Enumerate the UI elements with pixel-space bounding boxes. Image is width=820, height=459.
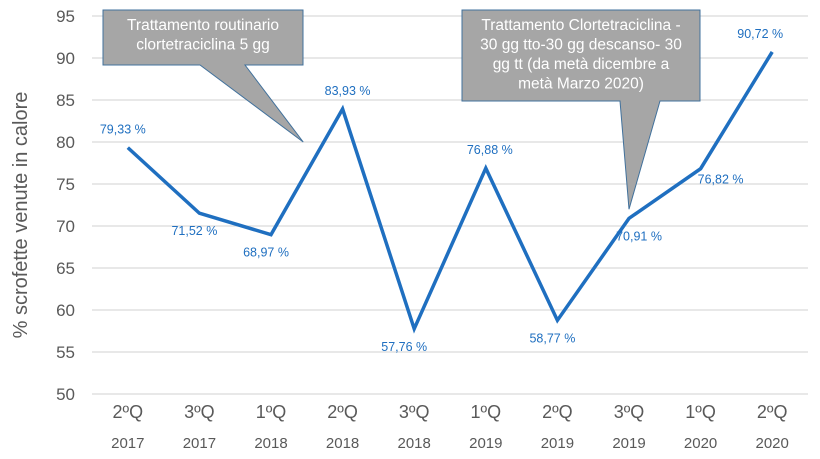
y-tick-label: 65 bbox=[56, 259, 75, 278]
x-tick-quarter: 1ºQ bbox=[471, 402, 502, 422]
callout-shape bbox=[102, 9, 304, 143]
callout-text: clortetraciclina 5 gg bbox=[136, 37, 270, 54]
callout-text: metà Marzo 2020) bbox=[518, 76, 644, 93]
y-tick-label: 75 bbox=[56, 175, 75, 194]
x-tick-year: 2019 bbox=[612, 435, 645, 452]
x-tick-quarter: 2ºQ bbox=[113, 402, 144, 422]
y-tick-label: 55 bbox=[56, 343, 75, 362]
y-tick-label: 95 bbox=[56, 7, 75, 26]
data-label: 76,88 % bbox=[467, 143, 513, 157]
x-tick-quarter: 3ºQ bbox=[399, 402, 430, 422]
y-tick-label: 80 bbox=[56, 133, 75, 152]
x-tick-quarter: 2ºQ bbox=[542, 402, 573, 422]
y-tick-label: 60 bbox=[56, 301, 75, 320]
callout-text: Trattamento Clortetraciclina - bbox=[481, 17, 680, 34]
callout-text: Trattamento routinario bbox=[127, 17, 279, 34]
x-tick-year: 2020 bbox=[756, 435, 789, 452]
data-label: 90,72 % bbox=[737, 27, 783, 41]
x-tick-year: 2018 bbox=[398, 435, 431, 452]
x-tick-quarter: 2ºQ bbox=[757, 402, 788, 422]
callout-text: gg tt (da metà dicembre a bbox=[493, 56, 670, 73]
x-tick-year: 2018 bbox=[326, 435, 359, 452]
data-label: 68,97 % bbox=[243, 246, 289, 260]
callout-text: 30 gg tto-30 gg descanso- 30 bbox=[480, 37, 682, 54]
data-label: 71,52 % bbox=[171, 224, 217, 238]
x-tick-quarter: 3ºQ bbox=[614, 402, 645, 422]
x-tick-quarter: 1ºQ bbox=[685, 402, 716, 422]
data-label: 76,82 % bbox=[698, 173, 744, 187]
x-tick-year: 2018 bbox=[254, 435, 287, 452]
x-tick-year: 2019 bbox=[541, 435, 574, 452]
x-tick-quarter: 2ºQ bbox=[327, 402, 358, 422]
annotation-callout: Trattamento Clortetraciclina - 30 gg tto-… bbox=[461, 9, 701, 210]
series-line bbox=[126, 51, 774, 334]
x-tick-quarter: 3ºQ bbox=[184, 402, 215, 422]
x-tick-year: 2019 bbox=[469, 435, 502, 452]
y-tick-label: 90 bbox=[56, 49, 75, 68]
y-axis-label: % scrofette venute in calore bbox=[10, 92, 32, 339]
annotation-callout: Trattamento routinario clortetraciclina 5… bbox=[102, 9, 304, 143]
y-tick-label: 85 bbox=[56, 91, 75, 110]
callout-shape bbox=[461, 9, 701, 210]
data-label: 57,76 % bbox=[381, 340, 427, 354]
x-tick-quarter: 1ºQ bbox=[256, 402, 287, 422]
y-tick-label: 50 bbox=[56, 385, 75, 404]
x-tick-year: 2020 bbox=[684, 435, 717, 452]
x-tick-year: 2017 bbox=[111, 435, 144, 452]
x-tick-year: 2017 bbox=[183, 435, 216, 452]
y-tick-label: 70 bbox=[56, 217, 75, 236]
data-label: 79,33 % bbox=[100, 123, 146, 137]
data-label: 83,93 % bbox=[325, 84, 371, 98]
data-label: 58,77 % bbox=[529, 331, 575, 345]
data-label: 70,91 % bbox=[616, 229, 662, 243]
